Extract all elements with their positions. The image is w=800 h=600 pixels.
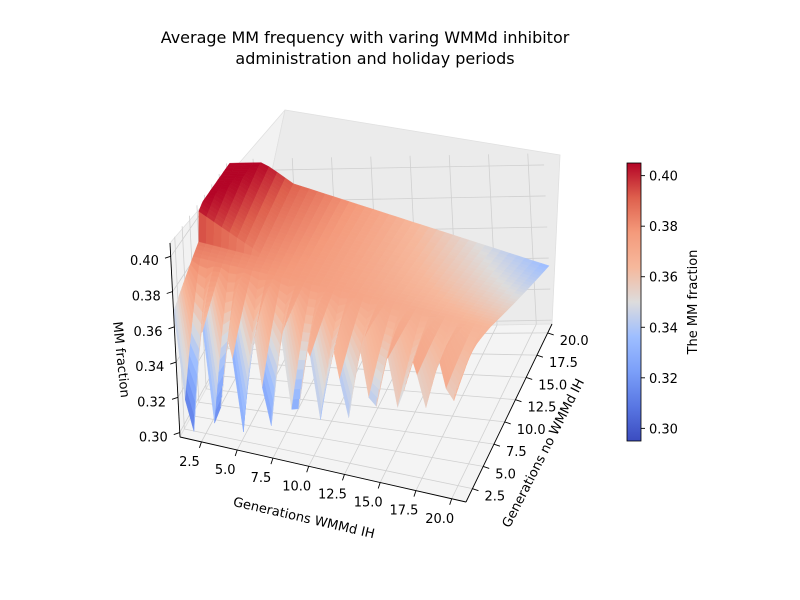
x-tick-label: 2.5: [179, 455, 200, 470]
tick-mark: [493, 443, 501, 447]
tick-mark: [270, 457, 274, 465]
grid-line: [206, 388, 505, 423]
y-tick-label: 2.5: [484, 490, 505, 505]
y-axis-line: [465, 323, 553, 503]
tick-mark: [377, 482, 381, 489]
tick-mark: [234, 449, 238, 457]
tick-mark: [547, 332, 554, 336]
grid-line: [230, 164, 545, 172]
surface-patch: [538, 262, 550, 269]
tick-mark: [515, 399, 522, 403]
grid-line: [451, 324, 537, 499]
colorbar-tick-label: 0.40: [649, 170, 678, 185]
x-axis-line: [179, 436, 467, 503]
z-axis-line: [169, 242, 181, 438]
chart-title-line-1: Average MM frequency with varing WMMd in…: [161, 28, 570, 47]
x-tick-label: 10.0: [282, 479, 311, 494]
grid-line: [415, 324, 498, 491]
grid-line: [198, 401, 495, 445]
z-tick-label: 0.30: [139, 431, 168, 446]
colorbar-tick-label: 0.30: [649, 422, 678, 437]
y-tick-label: 15.0: [538, 378, 567, 393]
grid-line: [191, 415, 484, 467]
y-tick-label: 12.5: [527, 401, 556, 416]
tick-mark: [472, 488, 479, 492]
colorbar-tick-label: 0.36: [649, 271, 678, 286]
x-tick-label: 15.0: [354, 496, 383, 511]
y-tick-label: 20.0: [560, 334, 589, 349]
z-tick-label: 0.34: [135, 360, 164, 375]
y-tick-label: 7.5: [506, 445, 527, 460]
x-tick-label: 17.5: [389, 504, 418, 519]
tick-mark: [526, 376, 533, 380]
surface-mesh: [173, 162, 550, 432]
grid-line: [527, 153, 537, 325]
colorbar-tick-label: 0.38: [649, 220, 678, 235]
axis-lines: [169, 242, 553, 503]
tick-mark: [173, 432, 180, 436]
chart-title-line-2: administration and holiday periods: [235, 49, 514, 68]
tick-mark: [504, 421, 511, 425]
tick-mark: [170, 361, 177, 365]
tick-mark: [199, 441, 202, 449]
colorbar-ticks: 0.30 0.32 0.34 0.36 0.38 0.40: [641, 170, 678, 437]
x-tick-label: 20.0: [425, 512, 454, 527]
tick-mark: [536, 354, 544, 358]
colorbar-label: The MM fraction: [686, 250, 701, 356]
grid-line: [184, 428, 473, 490]
z-tick-label: 0.36: [134, 325, 163, 340]
x-tick-label: 12.5: [318, 487, 347, 502]
y-tick-label: 17.5: [549, 356, 578, 371]
x-tick-label: 7.5: [251, 471, 272, 486]
z-tick-label: 0.38: [132, 290, 161, 305]
axis-ticks: 2.5 5.0 7.5 10.0 12.5 15.0 17.5 20.0 2.5 5.0 7.5 10…: [130, 254, 589, 527]
tick-mark: [342, 474, 345, 481]
y-tick-label: 5.0: [495, 467, 516, 482]
tick-mark: [449, 498, 453, 505]
tick-mark: [171, 396, 179, 400]
tick-mark: [168, 326, 175, 330]
surface-patch: [227, 272, 237, 283]
z-tick-label: 0.40: [130, 254, 159, 269]
colorbar-tick-label: 0.32: [649, 372, 678, 387]
z-tick-label: 0.32: [137, 395, 166, 410]
tick-mark: [164, 255, 172, 259]
surface-patch: [198, 210, 207, 244]
tick-mark: [413, 490, 417, 497]
y-tick-label: 10.0: [517, 423, 546, 438]
tick-mark: [306, 466, 310, 473]
colorbar: [626, 162, 642, 442]
tick-mark: [483, 465, 490, 469]
tick-mark: [166, 291, 173, 294]
colorbar-tick-label: 0.34: [649, 321, 678, 336]
x-tick-label: 5.0: [215, 463, 236, 478]
